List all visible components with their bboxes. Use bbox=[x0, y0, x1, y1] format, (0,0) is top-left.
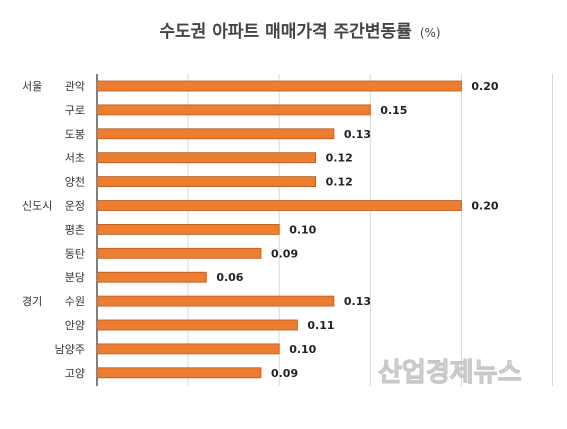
category-label: 구로 bbox=[65, 104, 85, 117]
bar bbox=[96, 247, 262, 259]
category-label: 평촌 bbox=[65, 223, 85, 236]
category-label: 안양 bbox=[65, 319, 85, 332]
category-label: 분당 bbox=[65, 271, 85, 284]
bar bbox=[96, 176, 317, 188]
category-label: 관악 bbox=[65, 80, 85, 93]
group-label: 신도시 bbox=[22, 200, 52, 213]
bar bbox=[96, 104, 371, 116]
bar bbox=[96, 319, 298, 331]
bars bbox=[96, 80, 462, 379]
category-label: 도봉 bbox=[65, 128, 85, 141]
chart-title-unit: (%) bbox=[420, 26, 441, 40]
bar bbox=[96, 80, 462, 92]
category-label: 동탄 bbox=[65, 247, 85, 260]
bar bbox=[96, 271, 207, 283]
data-label: 0.09 bbox=[271, 367, 298, 380]
bar bbox=[96, 152, 317, 164]
data-label: 0.11 bbox=[307, 319, 334, 332]
data-label: 0.06 bbox=[216, 271, 243, 284]
category-label: 수원 bbox=[65, 295, 85, 308]
data-label: 0.13 bbox=[344, 128, 371, 141]
data-label: 0.09 bbox=[271, 247, 298, 260]
bar bbox=[96, 343, 280, 355]
data-label: 0.20 bbox=[471, 80, 498, 93]
category-label: 운정 bbox=[65, 200, 85, 213]
bar bbox=[96, 200, 462, 211]
data-label: 0.12 bbox=[326, 152, 353, 165]
bar bbox=[96, 223, 280, 235]
category-label: 고양 bbox=[65, 367, 85, 380]
data-label: 0.15 bbox=[380, 104, 407, 117]
category-label: 서초 bbox=[65, 152, 85, 165]
bar bbox=[96, 367, 262, 379]
chart-title-text: 수도권 아파트 매매가격 주간변동률 bbox=[159, 22, 412, 42]
data-label: 0.12 bbox=[326, 176, 353, 189]
bar bbox=[96, 128, 335, 140]
watermark: 산업경제뉴스 bbox=[378, 358, 522, 388]
data-label: 0.10 bbox=[289, 223, 316, 236]
chart-title: 수도권 아파트 매매가격 주간변동률 (%) bbox=[159, 22, 440, 42]
bar bbox=[96, 295, 335, 307]
data-label: 0.13 bbox=[344, 295, 371, 308]
data-label: 0.20 bbox=[471, 200, 498, 213]
group-label: 서울 bbox=[22, 80, 42, 93]
category-label: 남양주 bbox=[55, 343, 85, 356]
data-labels: 0.20 0.15 0.13 0.12 0.12 0.20 0.10 0.09 0.06 0.13… bbox=[216, 80, 499, 380]
group-label: 경기 bbox=[22, 295, 42, 308]
gridlines bbox=[187, 74, 553, 386]
data-label: 0.10 bbox=[289, 343, 316, 356]
category-label: 양천 bbox=[65, 175, 85, 189]
